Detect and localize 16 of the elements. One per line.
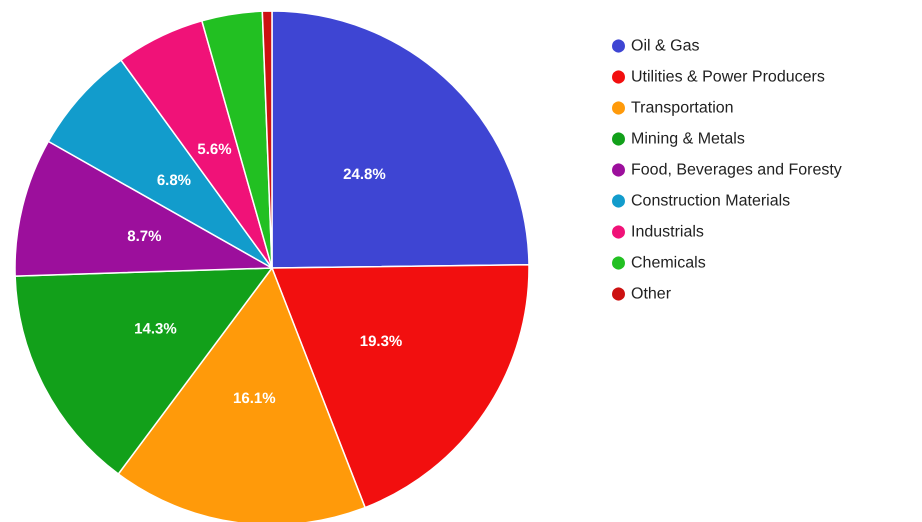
legend-label: Utilities & Power Producers bbox=[631, 68, 825, 86]
legend-label: Oil & Gas bbox=[631, 38, 700, 54]
data-label: 19.3% bbox=[360, 333, 402, 350]
data-label: 14.3% bbox=[134, 320, 177, 338]
legend-label: Food, Beverages and Foresty bbox=[631, 162, 842, 178]
legend-label: Construction Materials bbox=[631, 192, 790, 210]
legend-label: Chemicals bbox=[631, 254, 706, 272]
data-label: 5.6% bbox=[197, 141, 232, 158]
data-label: 6.8% bbox=[156, 172, 192, 189]
legend-label: Industrials bbox=[631, 224, 704, 240]
legend-label: Mining & Metals bbox=[631, 130, 745, 148]
data-label: 16.1% bbox=[233, 390, 276, 407]
data-label: 24.8% bbox=[343, 166, 386, 183]
data-label: 8.7% bbox=[127, 228, 162, 245]
legend-label: Other bbox=[631, 286, 672, 302]
legend-label: Transportation bbox=[631, 100, 734, 116]
